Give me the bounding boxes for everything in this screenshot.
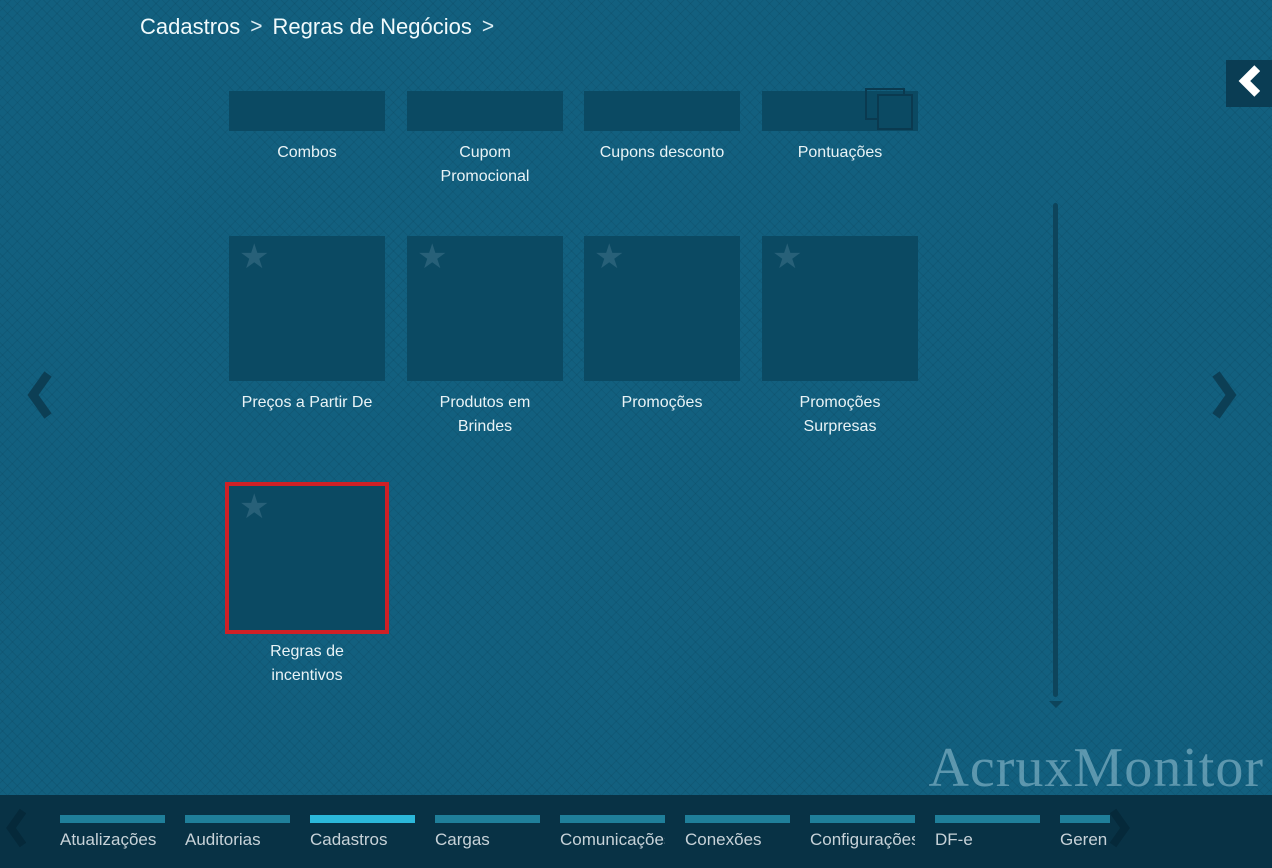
tab-auditorias[interactable]: Auditorias	[185, 815, 290, 850]
breadcrumb-item-regras-de-negocios[interactable]: Regras de Negócios	[272, 14, 472, 39]
tile-cell: Combos	[229, 91, 385, 165]
tile-cupons-desconto[interactable]	[584, 91, 740, 131]
star-icon: ★	[417, 238, 448, 276]
tabs-scroll-left-button[interactable]	[6, 808, 27, 853]
page-right-button[interactable]	[1212, 370, 1238, 425]
tile-regras-de-incentivos[interactable]: ★	[229, 486, 385, 630]
tab-label: Configurações	[810, 830, 915, 849]
tab-indicator	[685, 815, 790, 823]
tabs-scroll-right-button[interactable]	[1109, 808, 1130, 853]
tab-cadastros[interactable]: Cadastros	[310, 815, 415, 850]
tile-label: Regras de incentivos	[270, 643, 344, 684]
tab-configuracoes[interactable]: Configurações	[810, 815, 915, 850]
tile-cell: ★ Preços a Partir De	[229, 236, 385, 415]
breadcrumb: Cadastros > Regras de Negócios >	[140, 14, 504, 40]
tab-list: Atualizações Auditorias Cadastros Cargas Com…	[60, 815, 1110, 850]
tab-atualizacoes[interactable]: Atualizações	[60, 815, 165, 850]
tab-label: Cargas	[435, 830, 490, 849]
tab-label: DF-e	[935, 830, 973, 849]
tile-combos[interactable]	[229, 91, 385, 131]
tab-conexoes[interactable]: Conexões	[685, 815, 790, 850]
tile-promocoes-surpresas[interactable]: ★	[762, 236, 918, 381]
tile-label: Pontuações	[797, 144, 883, 161]
tile-cell: ★ Regras de incentivos	[229, 486, 385, 688]
tab-indicator	[935, 815, 1040, 823]
overlapping-squares-front	[877, 94, 913, 130]
tile-label: Preços a Partir De	[241, 394, 373, 411]
chevron-right-icon	[1212, 371, 1238, 424]
tab-cargas[interactable]: Cargas	[435, 815, 540, 850]
tab-df-e[interactable]: DF-e	[935, 815, 1040, 850]
tab-label: Geren	[1060, 830, 1108, 849]
scrollbar-down-arrow-icon[interactable]	[1049, 701, 1063, 708]
overlapping-squares-icon	[865, 88, 915, 130]
tile-precos-a-partir-de[interactable]: ★	[229, 236, 385, 381]
tile-label: Promoções	[621, 394, 703, 411]
tile-label: Promoções Surpresas	[799, 394, 881, 435]
tab-label: Atualizações	[60, 830, 157, 849]
star-icon: ★	[594, 238, 625, 276]
tab-indicator	[185, 815, 290, 823]
tile-cell: ★ Promoções	[584, 236, 740, 415]
tab-indicator	[60, 815, 165, 823]
breadcrumb-separator: >	[250, 15, 263, 38]
scrollbar-thumb[interactable]	[1053, 203, 1058, 697]
tab-label: Conexões	[685, 830, 762, 849]
tile-promocoes[interactable]: ★	[584, 236, 740, 381]
tile-cell: Pontuações	[762, 88, 918, 165]
tab-label: Cadastros	[310, 830, 388, 849]
tab-indicator	[810, 815, 915, 823]
star-icon: ★	[772, 238, 803, 276]
tab-indicator	[310, 815, 415, 823]
watermark: AcruxMonitor	[928, 737, 1264, 799]
breadcrumb-item-cadastros[interactable]: Cadastros	[140, 14, 241, 39]
chevron-left-icon	[6, 808, 27, 852]
chevron-left-icon	[1238, 65, 1261, 102]
tab-label: Auditorias	[185, 830, 261, 849]
page-left-button[interactable]	[26, 370, 52, 425]
star-icon: ★	[239, 238, 270, 276]
tile-cupom-promocional[interactable]	[407, 91, 563, 131]
breadcrumb-separator: >	[481, 15, 495, 38]
tab-indicator	[560, 815, 665, 823]
star-icon: ★	[239, 488, 270, 526]
tab-geren[interactable]: Geren	[1060, 815, 1110, 850]
tab-label: Comunicações	[560, 830, 665, 849]
tab-indicator	[435, 815, 540, 823]
tile-cell: Cupons desconto	[584, 91, 740, 165]
tile-grid: Combos Cupom Promocional Cupons desconto Pon…	[229, 88, 918, 688]
tab-comunicacoes[interactable]: Comunicações	[560, 815, 665, 850]
tile-produtos-em-brindes[interactable]: ★	[407, 236, 563, 381]
tile-pontuacoes[interactable]	[762, 88, 918, 131]
tile-label: Cupons desconto	[599, 144, 725, 161]
tile-cell: Cupom Promocional	[407, 91, 563, 189]
tile-label: Combos	[277, 144, 337, 161]
bottom-tab-bar: Atualizações Auditorias Cadastros Cargas Com…	[0, 795, 1272, 868]
collapse-panel-button[interactable]	[1226, 60, 1272, 107]
chevron-right-icon	[1109, 808, 1130, 852]
tile-cell: ★ Promoções Surpresas	[762, 236, 918, 439]
chevron-left-icon	[26, 371, 52, 424]
tab-indicator	[1060, 815, 1110, 823]
tile-cell: ★ Produtos em Brindes	[407, 236, 563, 439]
tile-label: Cupom Promocional	[440, 144, 530, 185]
tile-label: Produtos em Brindes	[439, 394, 531, 435]
